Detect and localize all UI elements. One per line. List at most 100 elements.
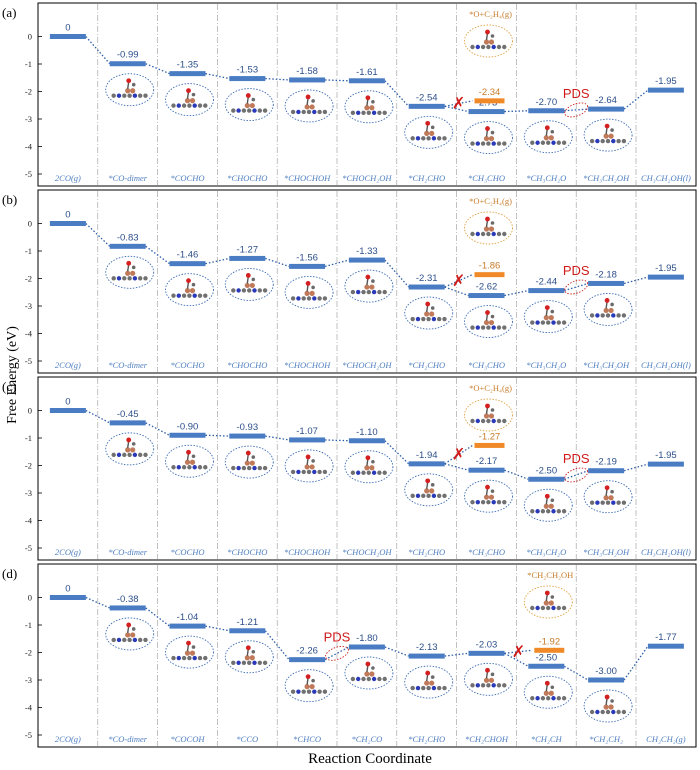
carbon-atom (490, 130, 495, 135)
slab-atom (116, 637, 122, 643)
metal-atom (424, 680, 430, 686)
slab-atom (556, 320, 561, 325)
y-tick-label: -5 (25, 356, 32, 366)
slab-atom (530, 320, 535, 325)
metal-atom (244, 282, 250, 289)
energy-connector (444, 652, 469, 657)
carbon-atom (371, 279, 375, 283)
carbon-atom (550, 595, 555, 599)
y-tick-label: -4 (25, 703, 33, 713)
slab-atom (546, 509, 551, 514)
species-label: *CO-dimer (108, 173, 147, 183)
energy-connector (384, 80, 410, 107)
y-tick-label: 0 (28, 32, 32, 42)
panel-frame (37, 563, 697, 748)
slab-atom (556, 509, 561, 514)
metal-atom (244, 655, 250, 661)
slab-atom (143, 452, 148, 458)
adsorbate-ellipse (523, 120, 573, 154)
species-label: *CH₃CHO (468, 547, 505, 557)
species-label: *CH₃CH₂O (526, 360, 566, 370)
branch-product-label: *CH₂CH₂OH (527, 570, 573, 580)
slab-atom (290, 689, 296, 694)
energy-connector (564, 282, 589, 292)
slab-atom (171, 465, 176, 470)
slab-atom (470, 141, 475, 146)
slab-atom (595, 709, 600, 715)
species-label: *CH₃CHO (468, 173, 505, 183)
slab-atom (426, 316, 431, 322)
slab-atom (442, 493, 447, 499)
energy-connector (85, 409, 110, 424)
energy-level-bar (588, 106, 625, 112)
slab-atom (431, 316, 437, 322)
slab-atom (431, 493, 437, 499)
metal-atom (189, 98, 196, 104)
metal-atom (548, 503, 554, 509)
metal-atom (483, 39, 490, 45)
y-tick-label: -4 (25, 329, 33, 339)
energy-value-label: -2.54 (416, 92, 438, 103)
slab-atom (502, 499, 507, 505)
slab-atom (132, 637, 138, 643)
oxygen-atom (186, 449, 191, 455)
oxygen-atom (126, 437, 132, 443)
energy-value-label: -1.07 (296, 426, 318, 437)
energy-value-label: -1.27 (236, 244, 258, 255)
adsorbate-ellipse (464, 479, 513, 513)
energy-level-bar (348, 78, 385, 84)
slab-atom (437, 493, 442, 499)
y-tick-label: -3 (25, 488, 32, 498)
metal-atom (543, 135, 549, 141)
species-label: *CH₂CHOH (465, 734, 509, 744)
energy-value-label: -2.18 (595, 269, 617, 280)
slab-atom (252, 108, 257, 113)
oxygen-atom (365, 274, 371, 280)
slab-atom (486, 325, 491, 330)
energy-connector (205, 72, 230, 80)
energy-value-label: 0 (65, 210, 70, 221)
species-label: *CHOCHO (227, 547, 267, 557)
species-label: *COCHO (170, 360, 204, 370)
slab-atom (122, 452, 127, 458)
slab-atom (366, 110, 371, 115)
branch-value-label: -2.34 (479, 87, 501, 98)
slab-atom (192, 293, 197, 298)
oxygen-atom (305, 454, 311, 460)
metal-atom (424, 311, 430, 317)
metal-atom (548, 600, 554, 606)
slab-atom (296, 469, 301, 475)
energy-value-label: -2.03 (476, 639, 498, 650)
branch-level-bar (474, 442, 505, 448)
y-tick-label: -2 (25, 648, 32, 658)
carbon-atom (610, 699, 614, 703)
metal-atom (364, 671, 370, 677)
slab-atom (475, 683, 480, 688)
carbon-atom (311, 285, 315, 290)
species-label: CH₃CH₂OH(l) (641, 547, 691, 557)
species-label: *CH₂CHO (408, 173, 445, 183)
oxygen-atom (245, 93, 251, 98)
adsorbate-ellipse (284, 275, 334, 309)
slab-atom (171, 655, 176, 661)
slab-atom (530, 696, 535, 701)
metal-atom (543, 315, 549, 321)
species-label: *CHOCH₂OH (342, 173, 392, 183)
slab-atom (535, 696, 540, 701)
slab-atom (257, 465, 262, 471)
y-tick-label: -4 (25, 142, 33, 152)
metal-atom (608, 307, 614, 314)
energy-connector (444, 463, 469, 471)
metal-atom (189, 650, 196, 656)
energy-value-label: 0 (65, 584, 70, 595)
energy-value-label: -1.21 (236, 617, 258, 628)
species-label: *CHCO (293, 734, 321, 744)
slab-atom (480, 418, 486, 424)
slab-atom (530, 140, 535, 145)
slab-atom (257, 108, 262, 113)
slab-atom (203, 655, 208, 661)
slab-atom (530, 605, 535, 611)
slab-atom (426, 136, 431, 141)
energy-value-label: -2.26 (296, 646, 318, 657)
energy-connector (205, 257, 230, 265)
